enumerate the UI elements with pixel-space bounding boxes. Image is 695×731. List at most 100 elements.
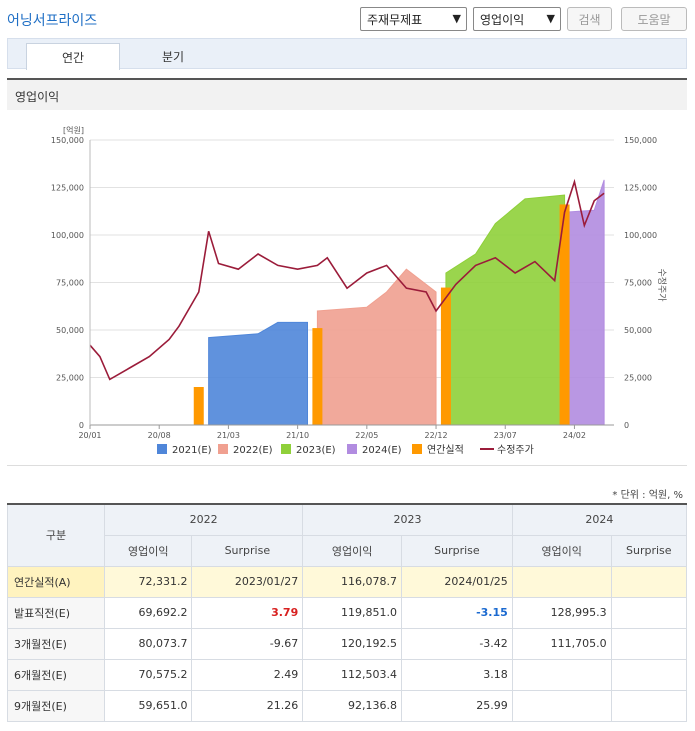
col-header: Surprise bbox=[401, 534, 513, 567]
table-cell: -3.42 bbox=[401, 627, 513, 660]
row-label: 3개월전(E) bbox=[7, 627, 105, 660]
table-cell: 3.18 bbox=[401, 658, 513, 691]
actual-bar bbox=[440, 287, 451, 425]
row-label: 연간실적(A) bbox=[7, 565, 105, 598]
x-tick-label: 22/05 bbox=[355, 431, 378, 440]
table-cell: 2.49 bbox=[191, 658, 304, 691]
legend-label: 2023(E) bbox=[296, 445, 336, 456]
table-cell: 116,078.7 bbox=[302, 565, 402, 598]
legend-label: 수정주가 bbox=[497, 444, 534, 456]
tab-quarterly[interactable]: 분기 bbox=[161, 50, 185, 64]
legend-item: 연간실적 bbox=[412, 444, 464, 456]
actual-bar bbox=[193, 387, 204, 425]
y-tick-label-right: 150,000 bbox=[624, 136, 657, 145]
table-header-label: 구분 bbox=[7, 503, 105, 567]
legend-label: 연간실적 bbox=[427, 444, 464, 456]
section-title: 영업이익 bbox=[15, 90, 60, 104]
y-tick-label-right: 0 bbox=[624, 421, 629, 430]
x-tick-label: 21/03 bbox=[217, 431, 240, 440]
surprise-positive-cell: 3.79 bbox=[191, 596, 304, 629]
chart-divider bbox=[7, 465, 687, 466]
y-tick-label-right: 75,000 bbox=[624, 279, 652, 288]
row-label: 6개월전(E) bbox=[7, 658, 105, 691]
y-tick-label: 25,000 bbox=[56, 374, 84, 383]
estimate-area bbox=[316, 268, 437, 426]
table-cell: 119,851.0 bbox=[302, 596, 402, 629]
x-tick-label: 21/10 bbox=[286, 431, 309, 440]
table-cell: 2024/01/25 bbox=[401, 565, 513, 598]
y-axis-label: [억원] bbox=[63, 125, 84, 135]
legend-swatch bbox=[412, 444, 422, 454]
table-cell bbox=[610, 596, 688, 629]
statement-type-select[interactable]: 주재무제표 ▼ bbox=[360, 7, 467, 31]
y-tick-label: 150,000 bbox=[51, 136, 84, 145]
earnings-chart: 150,000 150,000 125,000 125,000 100,000 100,0… bbox=[51, 125, 667, 456]
col-header: 영업이익 bbox=[302, 534, 402, 567]
table-cell: 70,575.2 bbox=[103, 658, 193, 691]
legend-item: 2024(E) bbox=[347, 444, 402, 456]
top-bar: 어닝서프라이즈 주재무제표 ▼ 영업이익 ▼ 검색 도움말 bbox=[0, 0, 695, 38]
table-cell: 72,331.2 bbox=[103, 565, 193, 598]
table-cell bbox=[610, 658, 688, 691]
table-cell: -9.67 bbox=[191, 627, 304, 660]
chevron-down-icon: ▼ bbox=[546, 12, 555, 25]
table-cell: 111,705.0 bbox=[511, 627, 612, 660]
legend-item: 2022(E) bbox=[218, 444, 273, 456]
table-cell: 59,651.0 bbox=[103, 689, 193, 722]
price-line bbox=[89, 178, 605, 381]
table-cell bbox=[610, 627, 688, 660]
legend-label: 2024(E) bbox=[362, 445, 402, 456]
y-tick-label-right: 100,000 bbox=[624, 231, 657, 240]
col-header: 영업이익 bbox=[511, 534, 612, 567]
table-cell: 112,503.4 bbox=[302, 658, 402, 691]
y-tick-label: 75,000 bbox=[56, 279, 84, 288]
table-cell bbox=[511, 565, 612, 598]
actual-bar bbox=[559, 204, 570, 425]
table-cell bbox=[511, 689, 612, 722]
y-tick-label-right: 125,000 bbox=[624, 184, 657, 193]
tab-annual[interactable]: 연간 bbox=[26, 43, 120, 70]
unit-note: * 단위 : 억원, % bbox=[612, 490, 683, 501]
table-cell: 92,136.8 bbox=[302, 689, 402, 722]
x-tick-label: 20/01 bbox=[78, 431, 101, 440]
table-row: 연간실적(A) 72,331.2 2023/01/27 116,078.7 20… bbox=[7, 565, 688, 598]
metric-select[interactable]: 영업이익 ▼ bbox=[473, 7, 561, 31]
legend-label: 2022(E) bbox=[233, 445, 273, 456]
surprise-table: 구분 2022 2023 2024 영업이익 Surprise 영업이익 Sur… bbox=[7, 503, 688, 722]
page-title: 어닝서프라이즈 bbox=[7, 13, 98, 29]
legend-item: 수정주가 bbox=[480, 444, 534, 456]
legend-swatch bbox=[347, 444, 357, 454]
col-header: Surprise bbox=[610, 534, 688, 567]
row-label: 발표직전(E) bbox=[7, 596, 105, 629]
x-tick-label: 22/12 bbox=[425, 431, 448, 440]
table-cell bbox=[610, 565, 688, 598]
legend-item: 2021(E) bbox=[157, 444, 212, 456]
metric-value: 영업이익 bbox=[480, 13, 525, 27]
y-tick-label: 125,000 bbox=[51, 184, 84, 193]
actual-bar bbox=[312, 328, 323, 425]
year-header: 2024 bbox=[511, 503, 688, 536]
col-header: 영업이익 bbox=[103, 534, 193, 567]
col-header: Surprise bbox=[191, 534, 304, 567]
estimate-area bbox=[208, 321, 309, 426]
table-cell: 120,192.5 bbox=[302, 627, 402, 660]
legend-swatch bbox=[157, 444, 167, 454]
table-cell bbox=[610, 689, 688, 722]
table-cell: 69,692.2 bbox=[103, 596, 193, 629]
section-header: 영업이익 bbox=[7, 78, 687, 110]
search-button[interactable]: 검색 bbox=[567, 7, 612, 31]
estimate-area bbox=[564, 179, 605, 426]
help-button[interactable]: 도움말 bbox=[621, 7, 687, 31]
surprise-negative-cell: -3.15 bbox=[401, 596, 513, 629]
estimate-area bbox=[445, 194, 566, 426]
table-cell: 2023/01/27 bbox=[191, 565, 304, 598]
legend-label: 2021(E) bbox=[172, 445, 212, 456]
table-cell: 128,995.3 bbox=[511, 596, 612, 629]
chevron-down-icon: ▼ bbox=[452, 12, 461, 25]
statement-type-value: 주재무제표 bbox=[367, 13, 423, 27]
table-row: 발표직전(E) 69,692.2 3.79 119,851.0 -3.15 12… bbox=[7, 596, 688, 629]
y-axis-label-right: 수정주가 bbox=[656, 268, 667, 301]
table-cell: 21.26 bbox=[191, 689, 304, 722]
row-label: 9개월전(E) bbox=[7, 689, 105, 722]
y-tick-label-right: 25,000 bbox=[624, 374, 652, 383]
